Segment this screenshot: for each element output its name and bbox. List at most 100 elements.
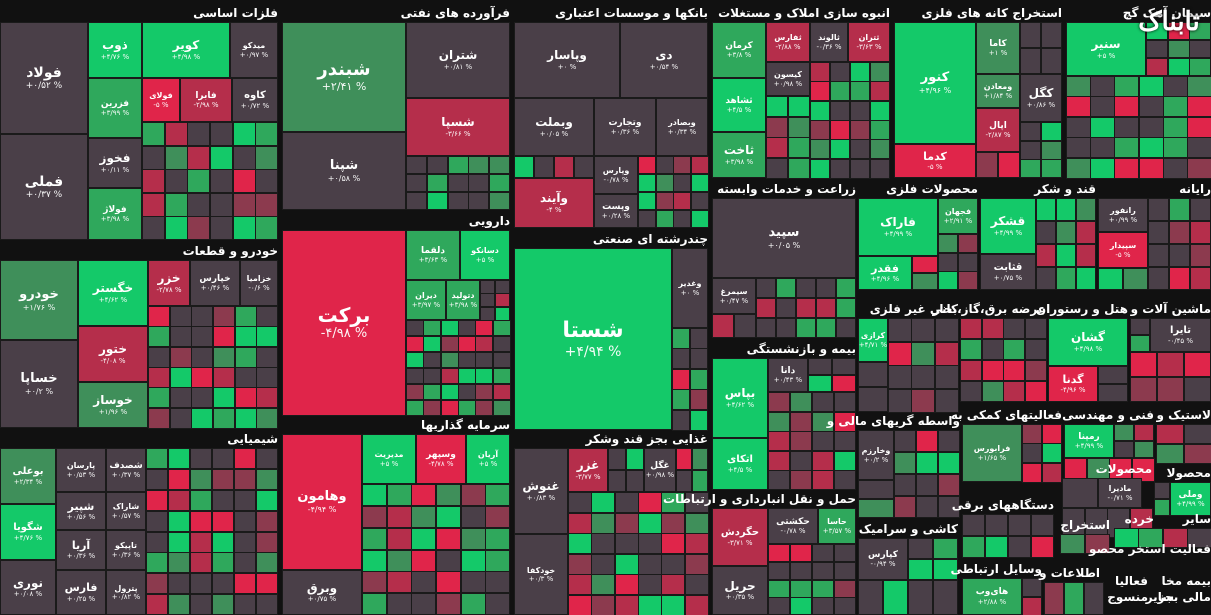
stock-tile[interactable]: کنور +۴/۹۶ % — [894, 22, 976, 144]
stock-tile[interactable]: وخارزم +۰/۲ % — [858, 430, 894, 480]
stock-tile[interactable]: شپیر +۰/۵۶ % — [56, 492, 106, 530]
stock-tile[interactable]: کیسون +۰/۹۸ % — [766, 62, 810, 96]
stock-tile[interactable]: های‌وب +۲/۸۸ % — [962, 578, 1022, 615]
filler-tile[interactable] — [1132, 458, 1155, 482]
filler-tile[interactable] — [480, 307, 495, 321]
filler-tile[interactable] — [672, 410, 690, 431]
filler-tile[interactable] — [850, 139, 870, 159]
filler-tile[interactable] — [1022, 597, 1042, 615]
filler-tile[interactable] — [568, 492, 592, 513]
filler-tile[interactable] — [661, 574, 685, 595]
filler-tile[interactable] — [212, 573, 234, 594]
filler-tile[interactable] — [776, 278, 796, 298]
stock-tile[interactable]: غنوش +۰/۸۳ % — [514, 448, 568, 534]
filler-tile[interactable] — [191, 387, 213, 408]
filler-tile[interactable] — [998, 152, 1020, 178]
filler-tile[interactable] — [493, 336, 511, 352]
filler-tile[interactable] — [911, 389, 935, 413]
filler-tile[interactable] — [661, 533, 685, 554]
filler-tile[interactable] — [441, 336, 459, 352]
filler-tile[interactable] — [256, 469, 278, 490]
stock-tile[interactable]: پارسان +۰/۵۳ % — [56, 448, 106, 492]
filler-tile[interactable] — [146, 490, 168, 511]
stock-tile[interactable]: گدنا -۴/۹۶ % — [1048, 366, 1098, 402]
filler-tile[interactable] — [894, 474, 916, 496]
filler-tile[interactable] — [591, 554, 615, 575]
filler-tile[interactable] — [1003, 318, 1025, 339]
filler-tile[interactable] — [1138, 528, 1163, 548]
filler-tile[interactable] — [387, 593, 412, 615]
stock-tile[interactable]: رمپنا +۴/۹۹ % — [1064, 424, 1114, 458]
filler-tile[interactable] — [685, 513, 709, 534]
filler-tile[interactable] — [468, 192, 489, 210]
filler-tile[interactable] — [190, 594, 212, 615]
filler-tile[interactable] — [1025, 339, 1047, 360]
filler-tile[interactable] — [938, 496, 960, 518]
stock-tile[interactable]: فابرا -۲/۹۸ % — [180, 78, 232, 122]
filler-tile[interactable] — [387, 571, 412, 593]
stock-tile[interactable]: بوعلی +۲/۳۴ % — [0, 448, 56, 504]
stock-tile[interactable]: میدکو +۰/۹۷ % — [230, 22, 278, 78]
filler-tile[interactable] — [485, 593, 510, 615]
filler-tile[interactable] — [212, 490, 234, 511]
filler-tile[interactable] — [1098, 366, 1128, 384]
stock-tile[interactable]: کرازی +۴/۷۱ % — [858, 318, 888, 362]
filler-tile[interactable] — [768, 412, 790, 432]
filler-tile[interactable] — [1036, 198, 1056, 221]
filler-tile[interactable] — [256, 408, 278, 429]
stock-tile[interactable]: وپارس -۰/۷۸ % — [594, 156, 638, 194]
filler-tile[interactable] — [423, 352, 441, 368]
filler-tile[interactable] — [441, 320, 459, 336]
filler-tile[interactable] — [656, 174, 674, 192]
filler-tile[interactable] — [475, 400, 493, 416]
filler-tile[interactable] — [168, 552, 190, 573]
filler-tile[interactable] — [656, 156, 674, 174]
filler-tile[interactable] — [768, 470, 790, 490]
filler-tile[interactable] — [1020, 122, 1041, 141]
filler-tile[interactable] — [834, 431, 856, 451]
filler-tile[interactable] — [916, 496, 938, 518]
filler-tile[interactable] — [514, 156, 534, 178]
filler-tile[interactable] — [912, 273, 938, 290]
filler-tile[interactable] — [1130, 318, 1150, 335]
filler-tile[interactable] — [1098, 384, 1128, 402]
stock-tile[interactable]: فولاد +۰/۵۲ % — [0, 22, 88, 134]
filler-tile[interactable] — [255, 216, 278, 240]
filler-tile[interactable] — [776, 298, 796, 318]
filler-tile[interactable] — [958, 253, 978, 272]
filler-tile[interactable] — [233, 216, 256, 240]
filler-tile[interactable] — [888, 342, 912, 366]
filler-tile[interactable] — [233, 193, 256, 217]
filler-tile[interactable] — [256, 326, 278, 347]
filler-tile[interactable] — [411, 506, 436, 528]
stock-tile[interactable]: کدما -۵ % — [894, 144, 976, 178]
filler-tile[interactable] — [812, 431, 834, 451]
filler-tile[interactable] — [256, 306, 278, 327]
filler-tile[interactable] — [1042, 424, 1062, 444]
filler-tile[interactable] — [1114, 117, 1139, 138]
filler-tile[interactable] — [883, 580, 908, 615]
stock-tile[interactable]: فرابورس +۱/۶۵ % — [962, 424, 1022, 482]
filler-tile[interactable] — [190, 552, 212, 573]
filler-tile[interactable] — [165, 216, 188, 240]
filler-tile[interactable] — [810, 120, 830, 140]
filler-tile[interactable] — [427, 174, 448, 192]
filler-tile[interactable] — [234, 448, 256, 469]
filler-tile[interactable] — [495, 280, 510, 294]
stock-tile[interactable]: پترول +۰/۸۲ % — [106, 570, 146, 615]
filler-tile[interactable] — [834, 580, 856, 598]
filler-tile[interactable] — [168, 573, 190, 594]
stock-tile[interactable]: وبرق +۰/۷۵ % — [282, 570, 362, 615]
filler-tile[interactable] — [1090, 137, 1115, 158]
filler-tile[interactable] — [591, 513, 615, 534]
filler-tile[interactable] — [436, 571, 461, 593]
stock-tile[interactable]: ومعادن +۱/۸۴ % — [976, 74, 1020, 108]
filler-tile[interactable] — [441, 352, 459, 368]
stock-tile[interactable]: خزر -۲/۷۸ % — [148, 260, 190, 306]
filler-tile[interactable] — [832, 358, 856, 375]
stock-tile[interactable]: نوری +۰/۰۸ % — [0, 560, 56, 615]
filler-tile[interactable] — [691, 174, 709, 192]
stock-tile[interactable]: مدیریت +۵ % — [362, 434, 416, 484]
filler-tile[interactable] — [1066, 76, 1091, 97]
filler-tile[interactable] — [938, 430, 960, 452]
